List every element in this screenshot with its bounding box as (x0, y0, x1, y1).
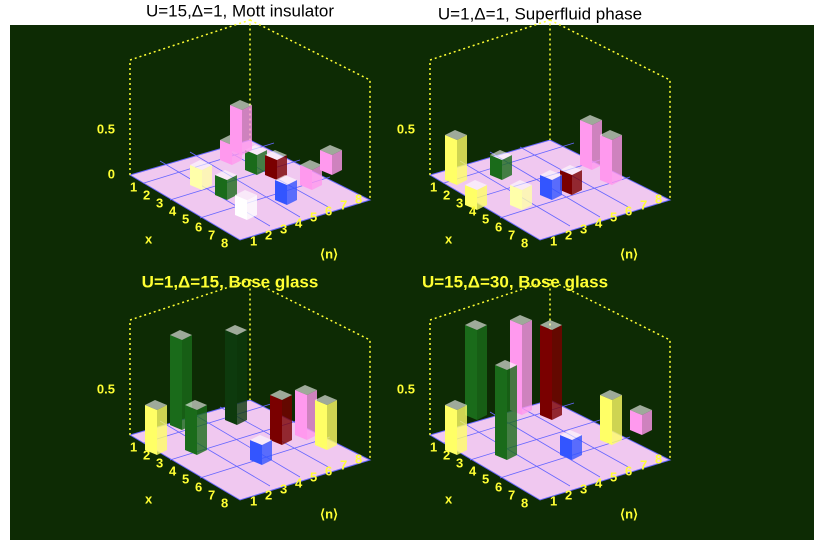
panel-title: U=15,Δ=1, Mott insulator (146, 1, 334, 20)
y-tick-label: 7 (640, 197, 647, 212)
x-tick-label: 5 (482, 471, 489, 486)
x-tick-label: 7 (508, 227, 515, 242)
y-tick-label: 3 (280, 221, 287, 236)
x-tick-label: 1 (130, 439, 137, 454)
x-tick-label: 3 (156, 455, 163, 470)
x-tick-label: 2 (143, 187, 150, 202)
x-tick-label: 1 (130, 179, 137, 194)
x-tick-label: 4 (169, 203, 177, 218)
x-tick-label: 8 (221, 235, 228, 250)
x-tick-label: 4 (469, 463, 477, 478)
y-tick-label: 8 (655, 191, 662, 206)
x-tick-label: 3 (456, 455, 463, 470)
y-tick-label: 5 (310, 209, 317, 224)
y-axis-label: ⟨n⟩ (620, 246, 638, 261)
y-tick-label: 8 (355, 191, 362, 206)
x-tick-label: 3 (456, 195, 463, 210)
y-tick-label: 5 (310, 469, 317, 484)
panel-title: U=1,Δ=15, Bose glass (142, 272, 319, 291)
z-tick-label: 0 (108, 166, 115, 181)
x-tick-label: 5 (182, 211, 189, 226)
x-tick-label: 2 (443, 187, 450, 202)
x-axis-label: x (145, 231, 153, 246)
x-axis-label: x (145, 491, 153, 506)
y-tick-label: 2 (265, 227, 272, 242)
x-tick-label: 8 (521, 495, 528, 510)
y-tick-label: 2 (265, 487, 272, 502)
x-tick-label: 1 (430, 439, 437, 454)
x-tick-label: 5 (482, 211, 489, 226)
y-tick-label: 6 (325, 463, 332, 478)
y-tick-label: 7 (340, 197, 347, 212)
y-tick-label: 3 (280, 481, 287, 496)
x-tick-label: 4 (169, 463, 177, 478)
panel-title: U=1,Δ=1, Superfluid phase (438, 4, 642, 23)
z-tick-label: 0.5 (97, 121, 115, 136)
y-tick-label: 1 (550, 233, 557, 248)
x-tick-label: 2 (443, 447, 450, 462)
y-tick-label: 4 (295, 475, 303, 490)
y-tick-label: 5 (610, 469, 617, 484)
y-tick-label: 7 (640, 457, 647, 472)
x-tick-label: 7 (508, 487, 515, 502)
x-axis-label: x (445, 231, 453, 246)
y-tick-label: 6 (625, 203, 632, 218)
y-tick-label: 6 (325, 203, 332, 218)
plot-background (10, 25, 814, 540)
x-tick-label: 3 (156, 195, 163, 210)
x-axis-label: x (445, 491, 453, 506)
y-tick-label: 6 (625, 463, 632, 478)
x-tick-label: 6 (495, 219, 502, 234)
y-tick-label: 4 (595, 215, 603, 230)
x-tick-label: 6 (495, 479, 502, 494)
y-tick-label: 3 (580, 481, 587, 496)
y-tick-label: 1 (250, 233, 257, 248)
y-axis-label: ⟨n⟩ (620, 506, 638, 521)
z-tick-label: 0.5 (97, 381, 115, 396)
z-tick-label: 0.5 (397, 121, 415, 136)
x-tick-label: 5 (182, 471, 189, 486)
y-tick-label: 7 (340, 457, 347, 472)
x-tick-label: 7 (208, 487, 215, 502)
y-tick-label: 3 (580, 221, 587, 236)
y-tick-label: 2 (565, 227, 572, 242)
y-tick-label: 4 (595, 475, 603, 490)
x-tick-label: 4 (469, 203, 477, 218)
x-tick-label: 7 (208, 227, 215, 242)
panel-title: U=15,Δ=30, Bose glass (422, 272, 608, 291)
y-tick-label: 2 (565, 487, 572, 502)
y-axis-label: ⟨n⟩ (320, 506, 338, 521)
x-tick-label: 8 (521, 235, 528, 250)
x-tick-label: 6 (195, 479, 202, 494)
y-tick-label: 5 (610, 209, 617, 224)
y-tick-label: 4 (295, 215, 303, 230)
x-tick-label: 1 (430, 179, 437, 194)
y-tick-label: 8 (655, 451, 662, 466)
x-tick-label: 2 (143, 447, 150, 462)
y-axis-label: ⟨n⟩ (320, 246, 338, 261)
y-tick-label: 8 (355, 451, 362, 466)
y-tick-label: 1 (550, 493, 557, 508)
x-tick-label: 6 (195, 219, 202, 234)
z-tick-label: 0.5 (397, 381, 415, 396)
x-tick-label: 8 (221, 495, 228, 510)
y-tick-label: 1 (250, 493, 257, 508)
